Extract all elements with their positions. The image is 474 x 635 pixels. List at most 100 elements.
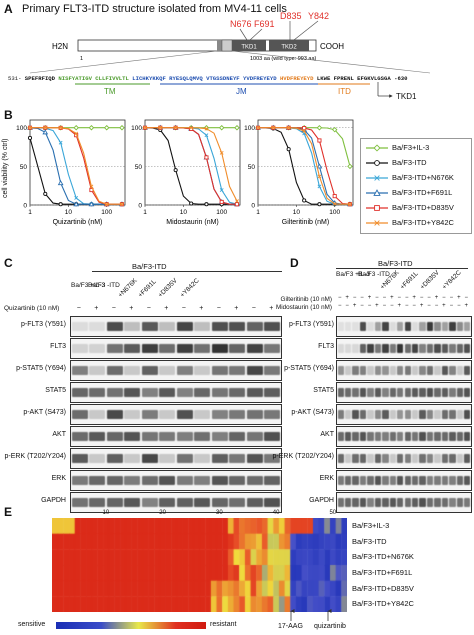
blot-band: [382, 409, 389, 420]
blot-band: [382, 475, 389, 486]
blot-band: [441, 453, 449, 464]
legend-label-3: Ba/F3-ITD+F691L: [392, 188, 453, 197]
d-sign1-8: −: [397, 295, 402, 301]
xtick: 10: [293, 209, 301, 216]
d-sign2-11: +: [419, 303, 424, 309]
blot-band: [367, 431, 374, 442]
c-sign-0: −: [76, 305, 81, 312]
series-point: [73, 124, 79, 131]
d-col-label-0: Ba/F3 +IL-3: [336, 271, 371, 278]
blot-band: [382, 497, 389, 508]
d-col-label-3: +F691L: [399, 270, 420, 291]
blot-row-6: [70, 448, 282, 469]
blot-band: [106, 453, 123, 464]
blot-band: [367, 321, 374, 332]
blot-band: [352, 431, 359, 442]
blot-band: [211, 409, 228, 420]
blot-band: [367, 497, 374, 508]
blot-band: [89, 431, 106, 442]
blot-band: [337, 409, 344, 420]
series-point: [286, 125, 291, 130]
series-point: [286, 147, 291, 152]
series-point: [302, 198, 307, 203]
d-sign1-2: −: [352, 295, 357, 301]
mutation-n676: N676: [230, 19, 252, 29]
xtick: 1: [256, 209, 260, 216]
series-point: [74, 131, 79, 136]
e-col-tick-1: 20: [159, 510, 166, 516]
color-scale-bar: [56, 622, 206, 629]
blot-band: [419, 497, 426, 508]
blot-band: [352, 321, 359, 332]
blot-band: [397, 431, 404, 442]
blot-band: [264, 409, 281, 420]
sequence-line: 531- SPEFRFIQD NISFYATIGV CLLFIVVLTL LIC…: [8, 75, 408, 82]
blot-band: [426, 475, 434, 486]
flt3-structure-diagram: N676 F691 D835 Y842 TKD1 TKD2 H2N COOH 1…: [29, 11, 431, 74]
blot-band: [397, 409, 404, 420]
blot-band: [397, 497, 404, 508]
d-col-label-4: +D835V: [419, 269, 441, 291]
blot-band: [352, 365, 359, 376]
blot-band: [71, 321, 88, 332]
blot-band: [389, 475, 396, 486]
blot-band: [176, 431, 193, 442]
blot-band: [337, 365, 344, 376]
blot-band: [124, 387, 141, 398]
blot-band: [397, 387, 404, 398]
n-terminus-label: H2N: [52, 42, 68, 51]
panel-b-letter: B: [4, 108, 13, 122]
seq-tm: NISFYATIGV CLLFIVVLTL: [58, 75, 129, 82]
series-point: [58, 202, 63, 207]
c-sign-11: +: [269, 305, 274, 312]
blot-band: [229, 409, 246, 420]
blot-band: [426, 453, 434, 464]
blot-row-3: [70, 382, 282, 403]
d-col-label-5: +Y842C: [441, 269, 463, 291]
panel-e-letter: E: [4, 505, 13, 519]
blot-band: [412, 387, 419, 398]
blot-band: [367, 365, 374, 376]
d-col-label-1: Ba/F3 -ITD: [358, 271, 390, 278]
blot-band: [211, 453, 228, 464]
blot-band: [441, 343, 449, 354]
blot-band: [404, 431, 411, 442]
blot-band: [382, 365, 389, 376]
blot-band: [89, 387, 106, 398]
blot-label-7: ERK: [51, 474, 66, 482]
blot-band: [211, 475, 228, 486]
blot-band: [141, 365, 158, 376]
blot-band: [106, 497, 123, 508]
e-col-tick-3: 40: [272, 510, 280, 516]
blot-band: [382, 321, 389, 332]
tkd1-segment: [232, 40, 266, 51]
series-point: [43, 191, 48, 196]
c-sign-5: +: [164, 305, 169, 312]
xtick: 10: [180, 209, 188, 216]
blot-band: [89, 365, 106, 376]
d-treatment2-label: Midostaurin (10 nM): [276, 304, 332, 311]
legend-marker: [373, 144, 381, 152]
d-sign1-16: +: [457, 295, 461, 301]
itd-label: ITD: [338, 87, 351, 96]
blot-band: [159, 321, 176, 332]
blot-row-4: [70, 404, 282, 425]
blot-band: [464, 431, 471, 442]
ytick: 100: [131, 125, 142, 132]
blot-band: [456, 431, 463, 442]
blot-band: [124, 321, 141, 332]
blot-band: [441, 387, 449, 398]
blot-band: [382, 387, 389, 398]
blot-band: [159, 387, 176, 398]
series-point: [103, 124, 110, 131]
series-point: [256, 125, 260, 130]
blot-band: [352, 409, 359, 420]
blot-band: [419, 475, 426, 486]
blot-band: [397, 365, 404, 376]
blot-band: [404, 343, 411, 354]
blot-band: [359, 365, 367, 376]
seq-jm: LICHKYKKQF RYESQLQMVQ VTGSSDNEYF YVDFREY…: [132, 75, 277, 82]
blot-band: [194, 343, 211, 354]
blot-label-4: p-AKT (S473): [23, 408, 66, 416]
